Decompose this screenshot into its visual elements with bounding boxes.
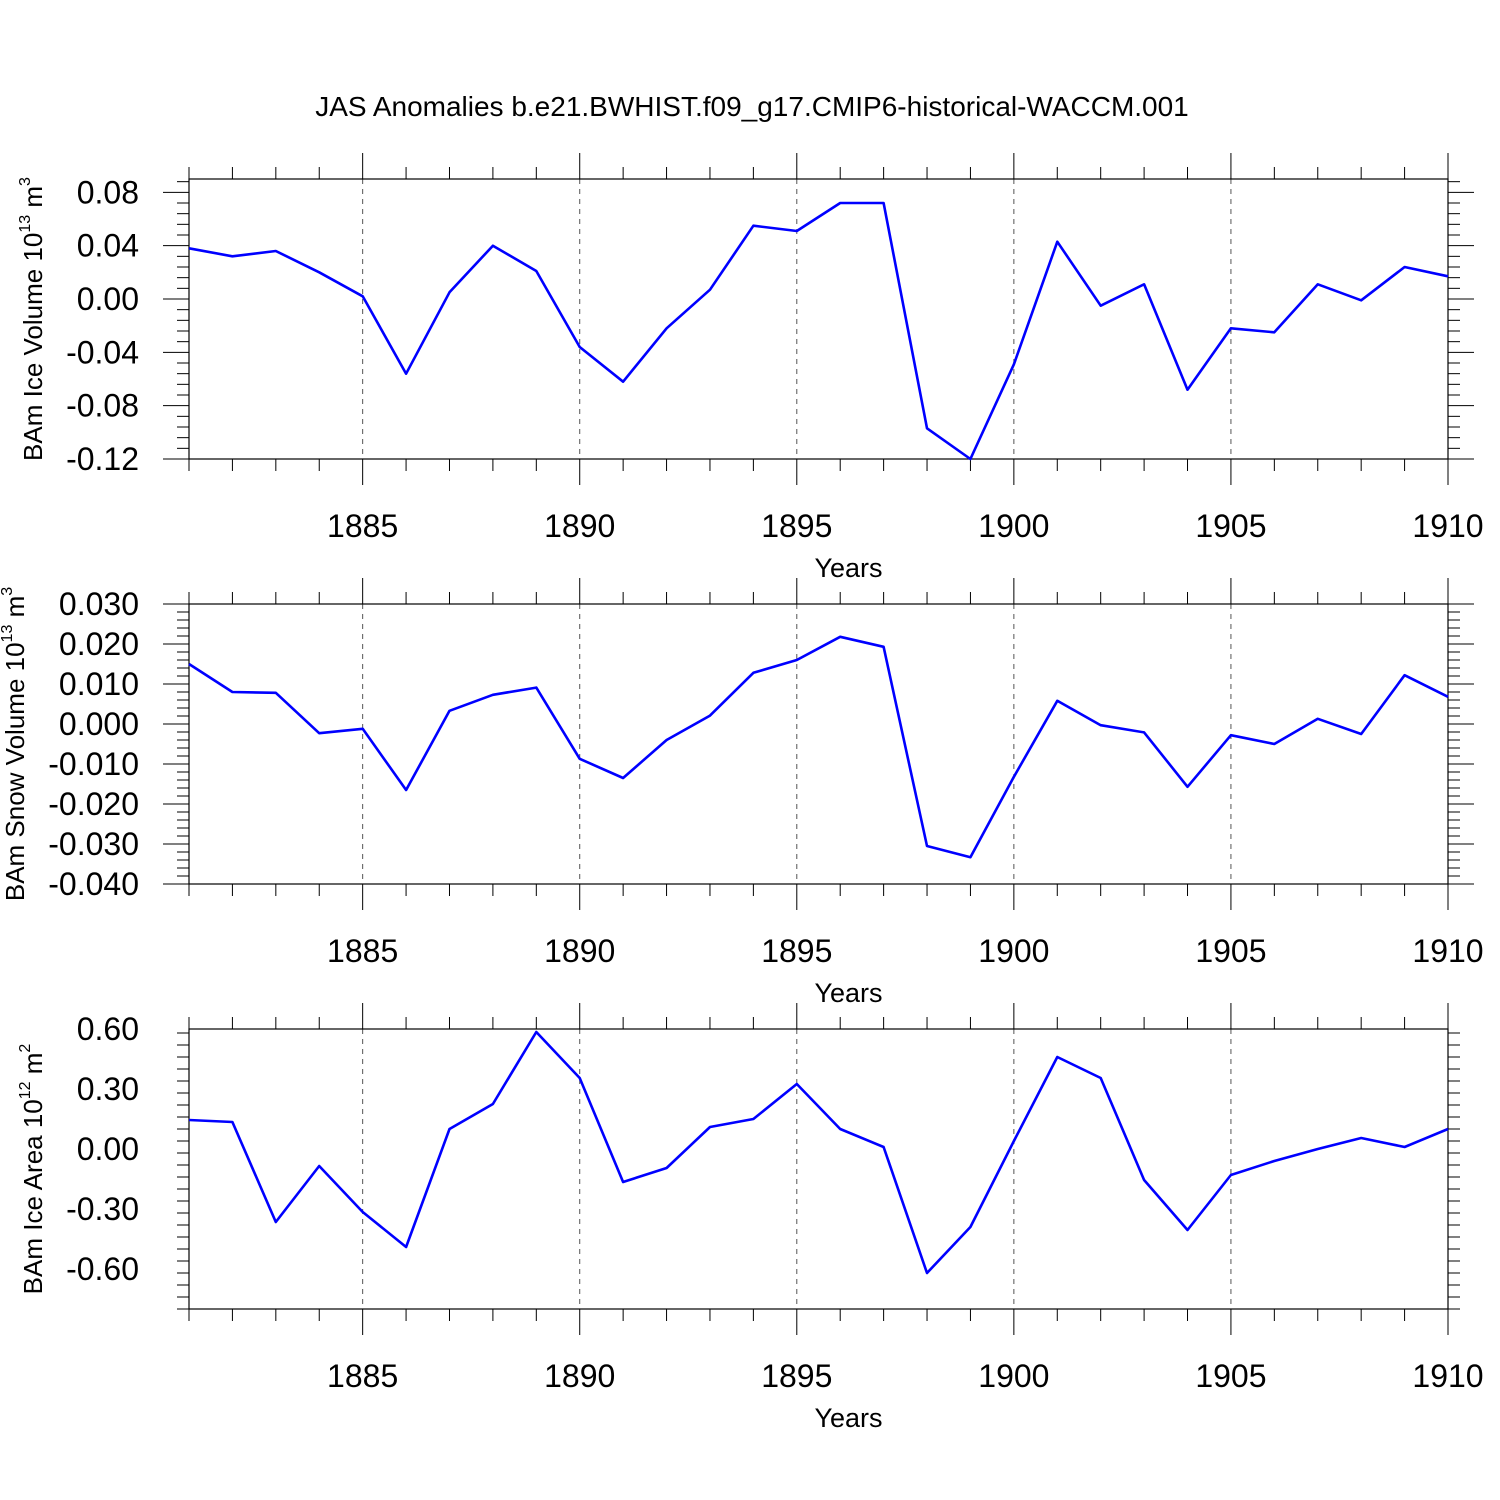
- chart-panel-3: 1885 1890 1895 1900 1905 1910 Years -0.60 -0.30 0…: [17, 1003, 1484, 1433]
- y-tick-label: -0.030: [48, 826, 139, 862]
- x-tick-label: 1910: [1412, 1358, 1483, 1394]
- y-axis-label: BAm Snow Volume 1013 m3: [0, 587, 30, 901]
- x-tick-label: 1885: [327, 508, 398, 544]
- y-tick-label: -0.04: [66, 334, 139, 370]
- x-tick-label: 1910: [1412, 508, 1483, 544]
- x-tick-label: 1885: [327, 933, 398, 969]
- x-tick-label: 1900: [978, 508, 1049, 544]
- plot-frame: [188, 603, 1449, 885]
- series-line: [188, 1030, 1449, 1275]
- y-tick-label: 0.60: [77, 1011, 139, 1047]
- y-tick-label: -0.60: [66, 1251, 139, 1287]
- y-tick-label: 0.010: [59, 666, 139, 702]
- x-tick-label: 1890: [544, 508, 615, 544]
- y-axis-label: BAm Ice Volume 1013 m3: [17, 177, 48, 461]
- y-tick-label: 0.030: [59, 586, 139, 622]
- y-tick-label: -0.040: [48, 866, 139, 902]
- x-tick-label: 1895: [761, 1358, 832, 1394]
- x-tick-label: 1900: [978, 1358, 1049, 1394]
- x-tick-label: 1905: [1195, 508, 1266, 544]
- x-tick-label: 1895: [761, 933, 832, 969]
- y-tick-label: 0.00: [77, 281, 139, 317]
- x-tick-label: 1885: [327, 1358, 398, 1394]
- y-tick-label: -0.08: [66, 388, 139, 424]
- figure-title: JAS Anomalies b.e21.BWHIST.f09_g17.CMIP6…: [315, 91, 1189, 122]
- series-line: [188, 201, 1449, 461]
- x-axis-label: Years: [814, 978, 882, 1008]
- y-tick-label: 0.08: [77, 174, 139, 210]
- y-tick-label: 0.020: [59, 626, 139, 662]
- x-tick-label: 1910: [1412, 933, 1483, 969]
- chart-panels: 1885 1890 1895 1900 1905 1910 Years -0.12 -0.08 -…: [0, 153, 1484, 1433]
- y-tick-label: -0.020: [48, 786, 139, 822]
- x-tick-label: 1900: [978, 933, 1049, 969]
- y-tick-label: 0.04: [77, 228, 139, 264]
- x-tick-label: 1890: [544, 1358, 615, 1394]
- plot-frame: [188, 1028, 1449, 1310]
- y-tick-label: 0.000: [59, 706, 139, 742]
- plot-frame: [188, 178, 1449, 460]
- x-tick-label: 1895: [761, 508, 832, 544]
- y-tick-label: 0.00: [77, 1131, 139, 1167]
- x-axis-label: Years: [814, 553, 882, 583]
- y-tick-label: 0.30: [77, 1071, 139, 1107]
- y-tick-label: -0.010: [48, 746, 139, 782]
- x-tick-label: 1905: [1195, 1358, 1266, 1394]
- y-axis-label: BAm Ice Area 1012 m2: [17, 1044, 48, 1295]
- x-tick-label: 1890: [544, 933, 615, 969]
- x-tick-label: 1905: [1195, 933, 1266, 969]
- y-tick-label: -0.30: [66, 1191, 139, 1227]
- series-line: [188, 635, 1449, 859]
- x-axis-label: Years: [814, 1403, 882, 1433]
- chart-panel-2: 1885 1890 1895 1900 1905 1910 Years -0.040 -0.03…: [0, 578, 1484, 1008]
- chart-panel-1: 1885 1890 1895 1900 1905 1910 Years -0.12 -0.08 -…: [17, 153, 1484, 583]
- y-tick-label: -0.12: [66, 441, 139, 477]
